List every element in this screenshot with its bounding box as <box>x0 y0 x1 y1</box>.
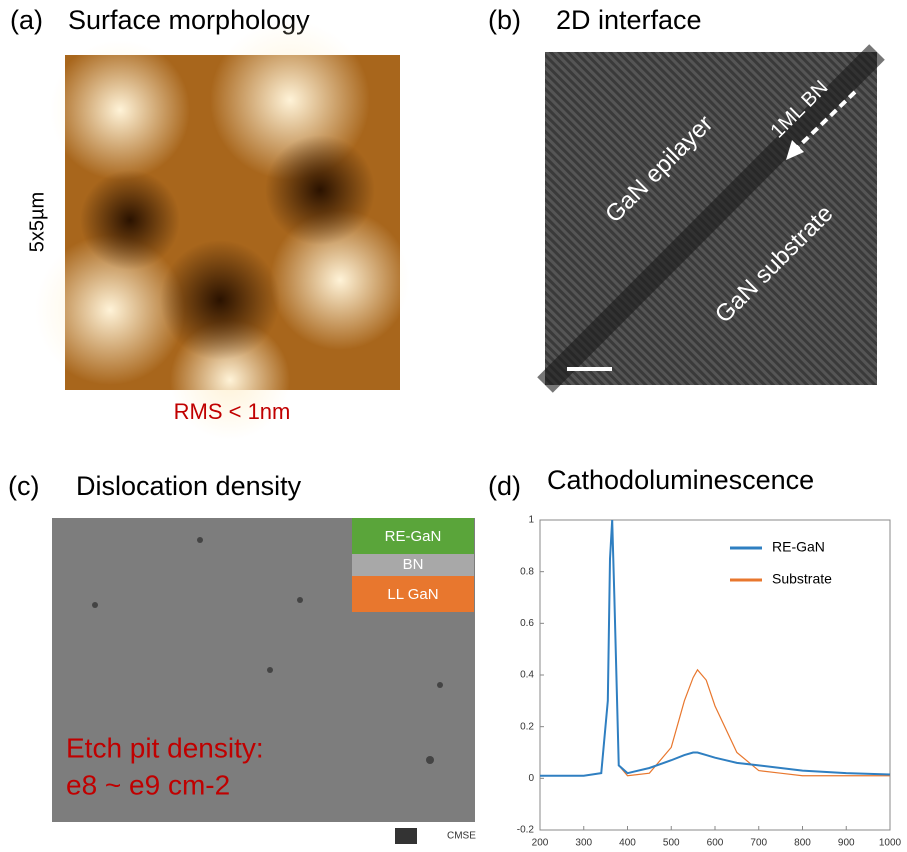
x-tick-label: 1000 <box>879 838 902 849</box>
plot-area <box>540 520 890 830</box>
y-tick-label: 0.8 <box>520 566 534 577</box>
panel-title: 2D interface <box>556 5 702 35</box>
y-tick-label: 1 <box>528 515 534 526</box>
layer-label: LL GaN <box>387 586 438 603</box>
x-tick-label: 300 <box>575 838 592 849</box>
x-tick-label: 900 <box>838 838 855 849</box>
x-tick-label: 500 <box>663 838 680 849</box>
figure: (a) Surface morphology 5x5µm RMS < 1nm (… <box>0 0 907 852</box>
x-tick-label: 200 <box>532 838 549 849</box>
chart: -0.2 0 0.2 0.4 0.6 0.8 1 200 300 400 500 600 700 800 9… <box>517 515 902 849</box>
x-tick-label: 400 <box>619 838 636 849</box>
legend-label: Substrate <box>772 571 832 587</box>
panel-label: (b) <box>488 5 521 35</box>
y-tick-label: 0 <box>528 773 534 784</box>
y-tick-label: 0.4 <box>520 670 534 681</box>
annotation: e8 ~ e9 cm-2 <box>66 769 230 800</box>
y-tick-label: 0.2 <box>520 721 534 732</box>
scale-label: 5x5µm <box>26 192 48 252</box>
y-tick-label: -0.2 <box>517 825 535 836</box>
panel-title: Cathodoluminescence <box>547 465 814 495</box>
logo: CMSE <box>447 831 476 842</box>
panel-label: (a) <box>10 5 43 35</box>
caption: RMS < 1nm <box>174 399 291 424</box>
panel-label: (d) <box>488 471 521 501</box>
y-tick-label: 0.6 <box>520 618 534 629</box>
layer-label: RE-GaN <box>385 528 442 545</box>
afm-image <box>35 20 410 440</box>
panel-label: (c) <box>8 471 39 501</box>
layer-label: BN <box>403 556 424 573</box>
x-tick-label: 600 <box>707 838 724 849</box>
x-tick-label: 800 <box>794 838 811 849</box>
legend-label: RE-GaN <box>772 539 825 555</box>
annotation: Etch pit density: <box>66 732 264 763</box>
x-tick-label: 700 <box>750 838 767 849</box>
panel-title: Dislocation density <box>76 471 302 501</box>
